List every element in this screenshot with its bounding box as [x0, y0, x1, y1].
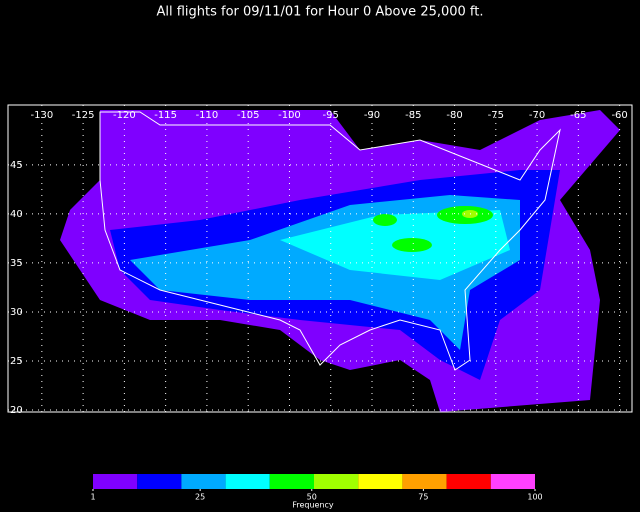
lat-tick-label: 25 [10, 356, 23, 367]
density-region [392, 238, 432, 252]
lon-tick-label: -120 [113, 110, 136, 121]
lon-tick-label: -125 [72, 110, 95, 121]
lon-tick-label: -100 [278, 110, 301, 121]
density-region [373, 214, 397, 226]
colorbar-label: Frequency [292, 501, 334, 510]
map-frame [7, 104, 633, 413]
colorbar-swatch [269, 474, 314, 489]
colorbar-tick-label: 75 [418, 493, 428, 502]
colorbar-swatch [446, 474, 491, 489]
lat-tick-label: 20 [10, 405, 23, 416]
colorbar-swatch [93, 474, 138, 489]
colorbar-tick-label: 1 [90, 493, 95, 502]
lat-tick-label: 45 [10, 160, 23, 171]
lon-tick-label: -70 [529, 110, 545, 121]
lon-tick-label: -75 [488, 110, 504, 121]
colorbar-swatch [314, 474, 359, 489]
lon-tick-label: -60 [611, 110, 627, 121]
colorbar-swatch [181, 474, 226, 489]
lat-tick-label: 30 [10, 307, 23, 318]
colorbar-swatch [137, 474, 182, 489]
lon-tick-label: -80 [446, 110, 462, 121]
colorbar-tick-label: 25 [195, 493, 205, 502]
lat-tick-label: 35 [10, 258, 23, 269]
colorbar-tick-label: 50 [307, 493, 317, 502]
lat-tick-label: 40 [10, 209, 23, 220]
colorbar-swatch [358, 474, 403, 489]
lon-tick-label: -95 [323, 110, 339, 121]
lon-tick-label: -110 [196, 110, 219, 121]
lon-tick-label: -85 [405, 110, 421, 121]
colorbar-swatch [225, 474, 270, 489]
density-map [60, 110, 620, 412]
coastline [99, 111, 561, 371]
lon-tick-label: -105 [237, 110, 260, 121]
lon-tick-label: -90 [364, 110, 380, 121]
colorbar-swatch [490, 474, 535, 489]
colorbar-swatch [402, 474, 447, 489]
colorbar: 1 25 50 75 100 [90, 474, 543, 502]
lon-tick-label: -130 [30, 110, 53, 121]
lon-tick-label: -65 [570, 110, 586, 121]
lon-tick-label: -115 [154, 110, 177, 121]
colorbar-tick-label: 100 [527, 493, 542, 502]
title: All flights for 09/11/01 for Hour 0 Abov… [156, 5, 483, 20]
